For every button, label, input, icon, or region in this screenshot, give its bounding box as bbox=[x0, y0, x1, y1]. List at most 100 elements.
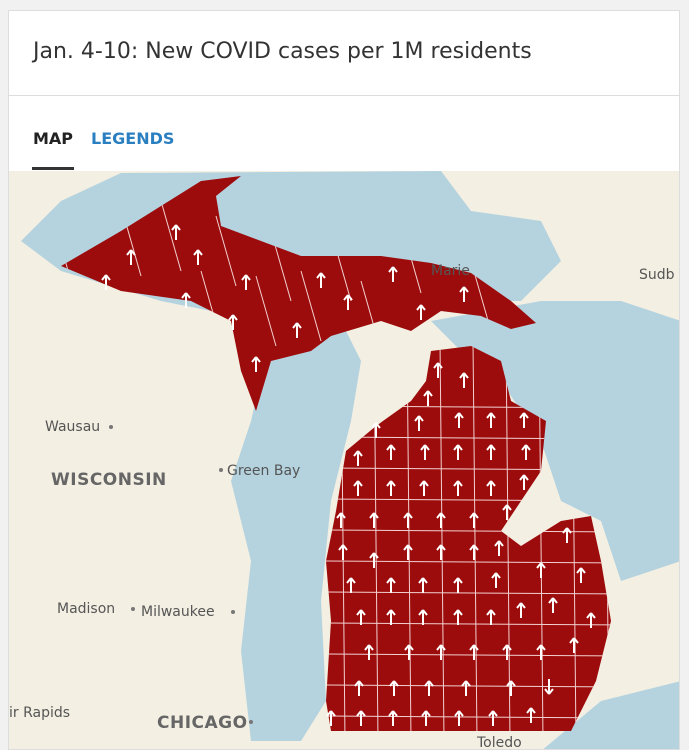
city-label: Milwaukee bbox=[141, 604, 215, 620]
trend-arrow-up bbox=[536, 644, 546, 660]
trend-arrow-up bbox=[516, 602, 526, 618]
trend-arrow-up bbox=[414, 415, 424, 431]
city-dots bbox=[109, 425, 253, 724]
trend-arrow-up bbox=[519, 474, 529, 490]
trend-arrow-up bbox=[453, 444, 463, 460]
trend-arrow-up bbox=[521, 444, 531, 460]
trend-arrow-up bbox=[343, 294, 353, 310]
trend-arrow-up bbox=[421, 710, 431, 726]
trend-arrow-up bbox=[403, 512, 413, 528]
trend-arrow-up bbox=[536, 562, 546, 578]
city-label: Green Bay bbox=[227, 463, 300, 479]
trend-arrow-up bbox=[338, 544, 348, 560]
trend-arrow-up bbox=[486, 444, 496, 460]
trend-arrow-up bbox=[292, 322, 302, 338]
trend-arrow-up bbox=[436, 544, 446, 560]
trend-arrow-up bbox=[453, 577, 463, 593]
trend-arrow-up bbox=[101, 274, 111, 290]
trend-arrow-up bbox=[241, 274, 251, 290]
trend-arrow-up bbox=[416, 304, 426, 320]
trend-arrow-up bbox=[403, 544, 413, 560]
trend-arrow-up bbox=[418, 577, 428, 593]
trend-arrow-up bbox=[491, 572, 501, 588]
city-label: Wausau bbox=[45, 419, 100, 435]
trend-arrow-up bbox=[569, 637, 579, 653]
tab-map[interactable]: MAP bbox=[33, 129, 74, 148]
trend-arrow-up bbox=[356, 710, 366, 726]
trend-arrow-up bbox=[336, 512, 346, 528]
trend-arrow-up bbox=[420, 444, 430, 460]
trend-arrow-up bbox=[502, 644, 512, 660]
city-label: Sudb bbox=[639, 267, 675, 283]
trend-arrow-up bbox=[461, 680, 471, 696]
trend-arrow-up bbox=[436, 644, 446, 660]
trend-arrow-up bbox=[386, 480, 396, 496]
trend-arrow-up bbox=[486, 412, 496, 428]
tab-underline bbox=[32, 167, 74, 170]
trend-arrow-up bbox=[386, 577, 396, 593]
trend-arrow-up bbox=[424, 680, 434, 696]
trend-arrow-up bbox=[459, 372, 469, 388]
county-border bbox=[300, 270, 322, 342]
city-label: Toledo bbox=[476, 735, 522, 750]
trend-arrow-up bbox=[386, 609, 396, 625]
trend-arrow-up bbox=[436, 512, 446, 528]
trend-arrow-up bbox=[562, 527, 572, 543]
title: Jan. 4-10: New COVID cases per 1M reside… bbox=[33, 39, 532, 64]
trend-arrow-up bbox=[586, 612, 596, 628]
trend-arrow-up bbox=[356, 609, 366, 625]
trend-arrow-up bbox=[193, 249, 203, 265]
county-border bbox=[320, 591, 611, 595]
trend-arrow-up bbox=[459, 286, 469, 302]
county-border bbox=[320, 560, 611, 564]
trend-arrow-up bbox=[454, 412, 464, 428]
trend-arrow-up bbox=[404, 644, 414, 660]
trend-arrow-up bbox=[386, 444, 396, 460]
trend-arrow-up bbox=[369, 552, 379, 568]
county-border bbox=[320, 684, 611, 688]
trend-arrow-up bbox=[346, 577, 356, 593]
trend-arrow-up bbox=[353, 480, 363, 496]
card: Jan. 4-10: New COVID cases per 1M reside… bbox=[8, 10, 680, 750]
trend-arrow-up bbox=[316, 272, 326, 288]
trend-arrow-up bbox=[486, 609, 496, 625]
divider bbox=[9, 95, 679, 96]
trend-arrow-up bbox=[526, 707, 536, 723]
county-border bbox=[439, 340, 445, 731]
trend-arrow-up bbox=[488, 710, 498, 726]
county-border bbox=[406, 340, 412, 731]
trend-arrow-up bbox=[371, 422, 381, 438]
trend-arrow-up bbox=[469, 512, 479, 528]
trend-arrow-up bbox=[419, 480, 429, 496]
trend-arrow-up bbox=[388, 266, 398, 282]
trend-arrow-up bbox=[388, 710, 398, 726]
county-border bbox=[255, 275, 277, 347]
trend-arrow-up bbox=[486, 480, 496, 496]
county-border bbox=[320, 715, 611, 719]
county-border bbox=[160, 200, 182, 272]
trend-arrow-up bbox=[126, 249, 136, 265]
city-label: Marie bbox=[431, 263, 470, 279]
trend-arrow-up bbox=[326, 710, 336, 726]
trend-arrow-up bbox=[469, 644, 479, 660]
trend-arrow-up bbox=[519, 412, 529, 428]
map[interactable]: Marie Sudb Wausau WISCONSIN Green Bay Ma… bbox=[9, 171, 680, 750]
city-label: Madison bbox=[57, 601, 115, 617]
trend-arrow-up bbox=[454, 710, 464, 726]
trend-arrow-up bbox=[433, 362, 443, 378]
tab-legends[interactable]: LEGENDS bbox=[91, 129, 175, 148]
trend-arrow-up bbox=[228, 314, 238, 330]
trend-arrow-up bbox=[181, 292, 191, 308]
trend-arrow-up bbox=[171, 224, 181, 240]
state-label: WISCONSIN bbox=[51, 470, 167, 490]
county-border bbox=[472, 340, 478, 731]
trend-arrow-up bbox=[502, 504, 512, 520]
trend-arrow-down bbox=[544, 679, 554, 695]
trend-arrow-up bbox=[354, 680, 364, 696]
city-label: CHICAGO bbox=[157, 713, 248, 733]
trend-arrow-up bbox=[369, 512, 379, 528]
trend-arrow-up bbox=[469, 544, 479, 560]
trend-arrow-up bbox=[364, 644, 374, 660]
trend-arrow-up bbox=[423, 390, 433, 406]
